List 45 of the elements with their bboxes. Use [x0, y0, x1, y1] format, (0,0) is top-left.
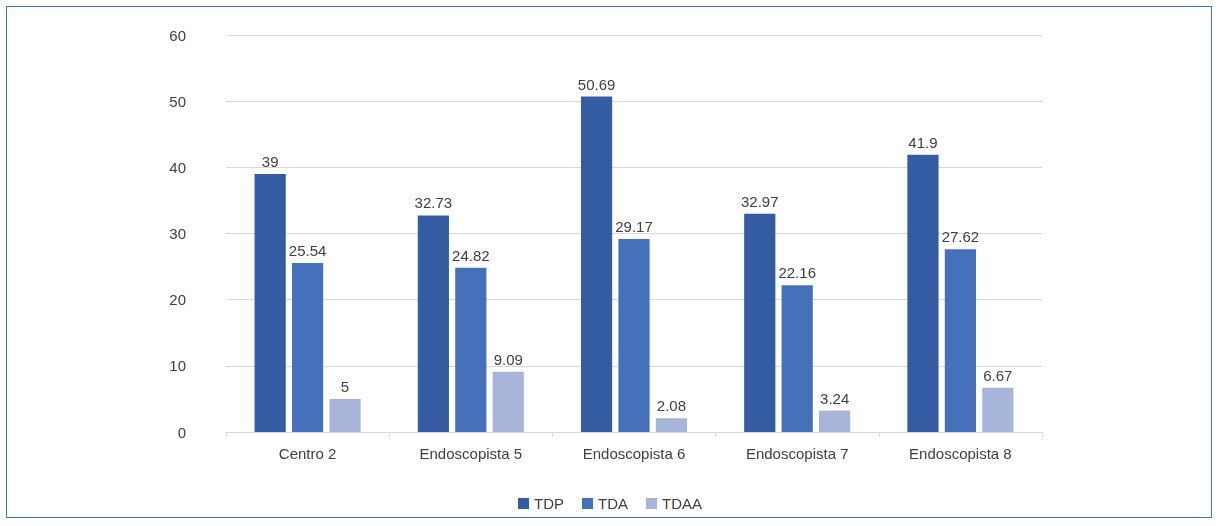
bar: [655, 418, 688, 432]
data-label: 32.73: [414, 194, 453, 212]
y-tick-label: 20: [169, 291, 186, 309]
bar: [254, 173, 286, 432]
data-label: 9.09: [493, 350, 523, 368]
y-tick-label: 60: [169, 26, 186, 44]
bar: [292, 263, 324, 432]
y-tick-label: 40: [169, 158, 186, 176]
legend-label: TDAA: [662, 495, 703, 512]
bar: [982, 387, 1014, 432]
legend-label: TDP: [534, 495, 564, 512]
x-tick-label: Endoscopista 8: [909, 445, 1012, 462]
x-tick-label: Endoscopista 7: [745, 445, 849, 462]
bar: [417, 215, 449, 432]
data-label: 6.67: [983, 366, 1013, 384]
bar: [819, 410, 851, 432]
data-label: 5: [340, 377, 350, 395]
y-tick-label: 50: [169, 92, 186, 110]
bar: [944, 249, 976, 432]
x-tick-label: Endoscopista 6: [582, 445, 686, 462]
y-tick-label: 0: [177, 423, 186, 441]
bar: [329, 398, 361, 432]
bar: [618, 238, 650, 432]
bar: [580, 96, 613, 432]
bar: [455, 267, 487, 432]
y-tick-label: 30: [169, 225, 186, 242]
x-tick-label: Centro 2: [278, 445, 337, 462]
bar: [492, 371, 524, 432]
data-label: 50.69: [577, 75, 616, 93]
bar: [907, 154, 939, 432]
x-tick-label: Endoscopista 5: [419, 445, 523, 462]
data-label: 41.9: [908, 133, 938, 151]
data-label: 27.62: [941, 228, 980, 246]
data-label: 29.17: [615, 217, 653, 235]
data-label: 3.24: [820, 389, 850, 407]
data-label: 25.54: [288, 242, 327, 260]
data-label: 22.16: [778, 264, 816, 282]
data-label: 32.97: [740, 192, 779, 210]
data-label: 24.82: [452, 246, 490, 264]
data-label: 2.08: [656, 397, 687, 415]
bar: [744, 213, 776, 432]
data-label: 39: [261, 152, 279, 170]
bar: [781, 285, 813, 432]
legend-label: TDA: [598, 495, 628, 512]
y-tick-label: 10: [169, 357, 186, 375]
